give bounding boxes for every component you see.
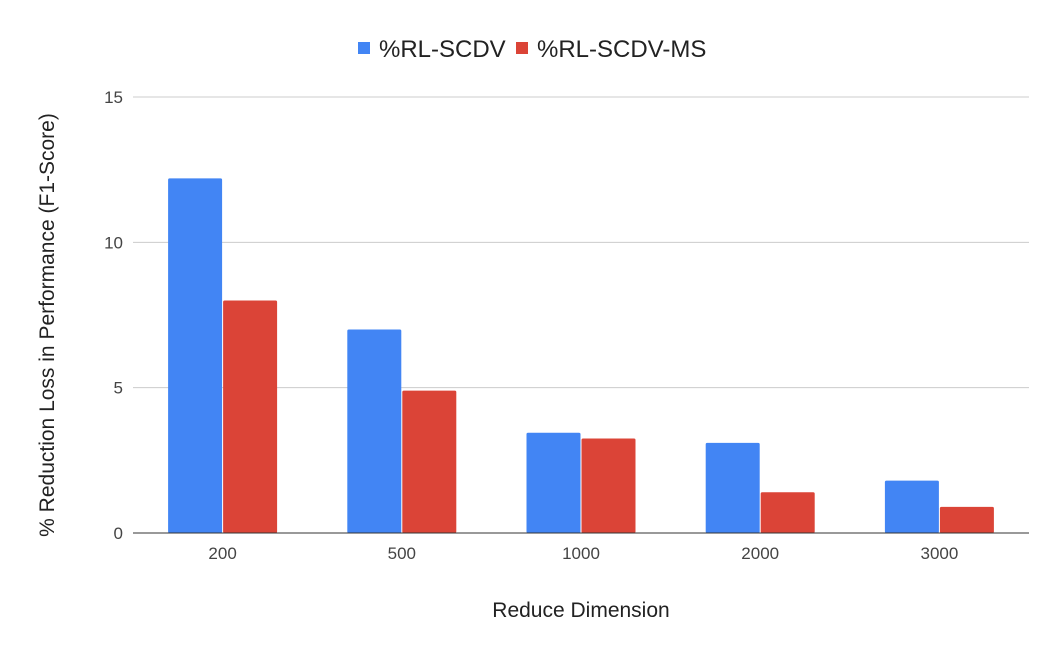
bar-rl-scdv-ms-1000 <box>581 438 636 533</box>
gridlines <box>133 96 1029 389</box>
legend: %RL-SCDV %RL-SCDV-MS <box>358 36 706 63</box>
bar-rl-scdv-ms-200 <box>223 300 278 533</box>
bar-rl-scdv-ms-3000 <box>939 506 994 533</box>
y-tick-label: 10 <box>104 233 123 252</box>
bar-rl-scdv-1000 <box>526 432 581 533</box>
legend-label-rl-scdv-ms: %RL-SCDV-MS <box>537 36 706 63</box>
bar-rl-scdv-200 <box>168 178 223 534</box>
x-tick-label: 3000 <box>920 544 958 563</box>
y-tick-label: 15 <box>104 88 123 107</box>
x-tick-label: 2000 <box>741 544 779 563</box>
bar-rl-scdv-ms-2000 <box>760 492 815 533</box>
legend-swatch-rl-scdv-ms <box>516 42 528 54</box>
legend-label-rl-scdv: %RL-SCDV <box>379 36 506 63</box>
y-axis-title: % Reduction Loss in Performance (F1-Scor… <box>36 113 59 537</box>
x-axis-title: Reduce Dimension <box>492 599 669 622</box>
legend-swatch-rl-scdv <box>358 42 370 54</box>
bar-rl-scdv-500 <box>347 329 402 533</box>
y-tick-label: 5 <box>114 379 123 398</box>
y-tick-label: 0 <box>114 524 123 543</box>
x-tick-label: 1000 <box>562 544 600 563</box>
bar-rl-scdv-3000 <box>884 480 939 533</box>
x-tick-label: 200 <box>208 544 236 563</box>
bar-rl-scdv-2000 <box>705 442 760 533</box>
bar-rl-scdv-ms-500 <box>402 390 457 533</box>
bars <box>168 178 994 534</box>
x-axis-ticks: 200 500 1000 2000 3000 <box>208 544 958 563</box>
y-axis-ticks: 0 5 10 15 <box>104 88 123 543</box>
x-tick-label: 500 <box>388 544 416 563</box>
